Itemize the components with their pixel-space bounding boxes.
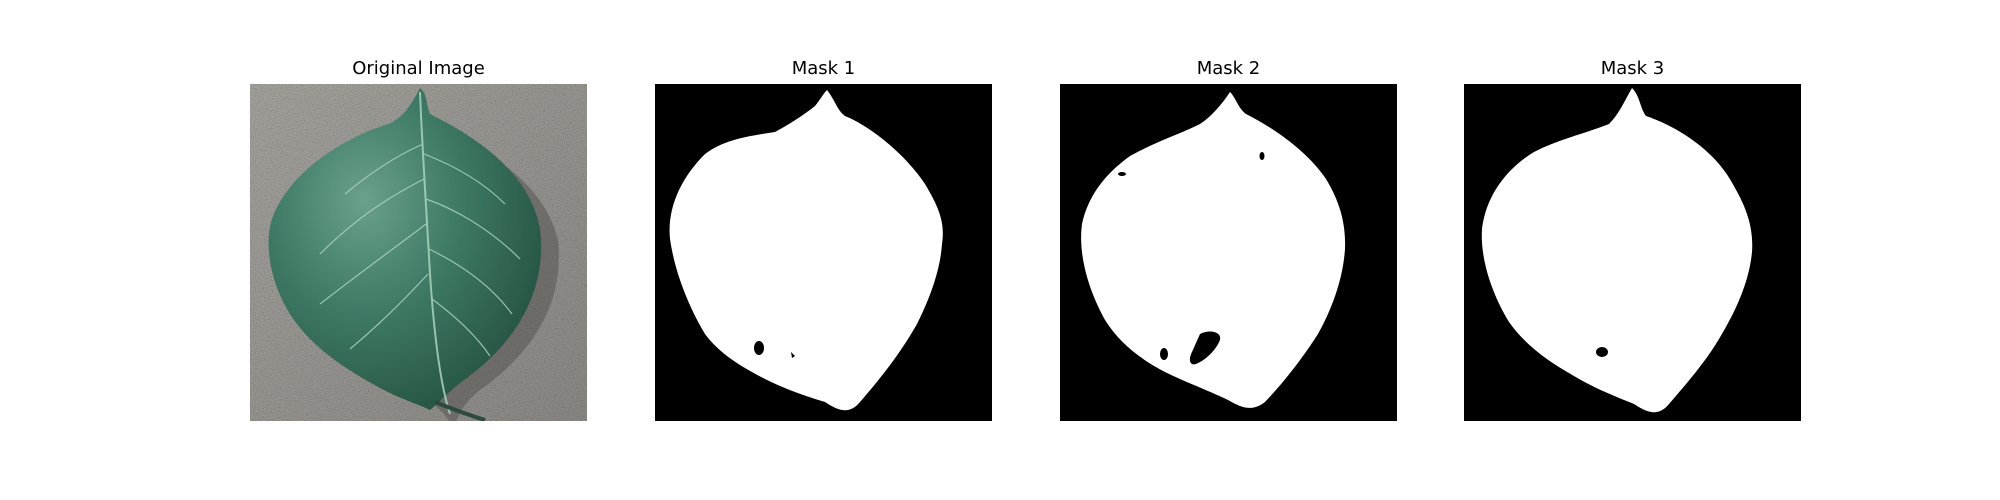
panel-title: Original Image xyxy=(250,58,587,79)
mask-hole xyxy=(1160,348,1168,360)
panel-title: Mask 2 xyxy=(1060,58,1397,79)
panel-mask-3: Mask 3 xyxy=(1464,0,1801,500)
original-leaf-photo xyxy=(250,84,587,421)
mask-hole xyxy=(1260,152,1265,160)
mask-hole xyxy=(1596,347,1608,357)
panel-title: Mask 1 xyxy=(655,58,992,79)
mask-1-image xyxy=(655,84,992,421)
mask-hole xyxy=(754,341,764,355)
panel-title: Mask 3 xyxy=(1464,58,1801,79)
mask-3-image xyxy=(1464,84,1801,421)
panel-original-image: Original Image xyxy=(250,0,587,500)
mask-2-image xyxy=(1060,84,1397,421)
panel-mask-1: Mask 1 xyxy=(655,0,992,500)
mask-hole xyxy=(1118,172,1126,176)
panel-mask-2: Mask 2 xyxy=(1060,0,1397,500)
